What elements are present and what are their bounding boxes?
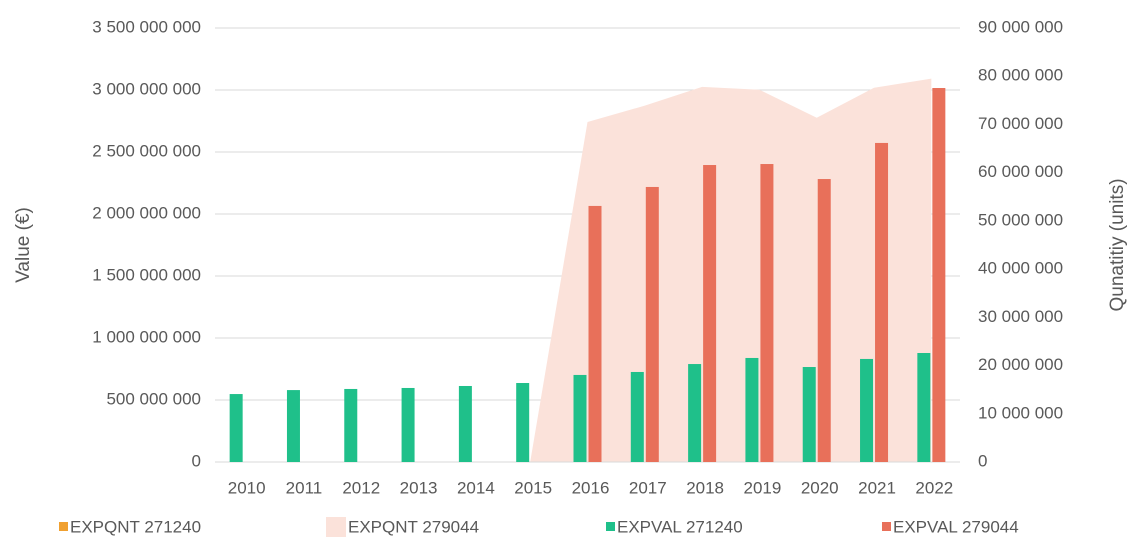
area bbox=[243, 78, 932, 462]
bar bbox=[802, 367, 816, 462]
bar bbox=[760, 164, 774, 462]
x-tick-label: 2010 bbox=[228, 478, 266, 497]
y2-tick-label: 20 000 000 bbox=[978, 355, 1063, 374]
y-tick-label: 3 000 000 000 bbox=[92, 79, 201, 98]
legend-label: EXPVAL 271240 bbox=[617, 517, 743, 536]
bar bbox=[286, 390, 300, 462]
bar bbox=[932, 88, 946, 463]
y2-tick-label: 70 000 000 bbox=[978, 114, 1063, 133]
bar bbox=[516, 383, 530, 462]
x-tick-label: 2012 bbox=[342, 478, 380, 497]
legend-swatch bbox=[59, 522, 68, 531]
bar bbox=[703, 165, 717, 462]
x-tick-label: 2015 bbox=[514, 478, 552, 497]
y-tick-label: 0 bbox=[192, 451, 201, 470]
x-tick-label: 2013 bbox=[400, 478, 438, 497]
bar bbox=[344, 388, 358, 462]
y2-tick-label: 90 000 000 bbox=[978, 17, 1063, 36]
y-tick-label: 2 000 000 000 bbox=[92, 203, 201, 222]
bar bbox=[917, 353, 931, 462]
bar bbox=[630, 371, 644, 462]
y-tick-label: 1 000 000 000 bbox=[92, 327, 201, 346]
x-tick-label: 2016 bbox=[572, 478, 610, 497]
y-axis-title: Value (€) bbox=[13, 207, 34, 283]
bar bbox=[688, 364, 702, 462]
x-tick-label: 2014 bbox=[457, 478, 495, 497]
bar bbox=[401, 387, 415, 462]
x-tick-label: 2021 bbox=[858, 478, 896, 497]
bar bbox=[817, 179, 831, 463]
y2-tick-label: 60 000 000 bbox=[978, 162, 1063, 181]
x-tick-label: 2020 bbox=[801, 478, 839, 497]
y-tick-label: 1 500 000 000 bbox=[92, 265, 201, 284]
bar bbox=[745, 357, 759, 462]
x-tick-label: 2017 bbox=[629, 478, 667, 497]
legend-swatch bbox=[882, 522, 891, 531]
y-tick-label: 2 500 000 000 bbox=[92, 141, 201, 160]
bar bbox=[860, 358, 874, 462]
y2-axis-title: Qunatitiy (units) bbox=[1107, 178, 1128, 311]
x-tick-label: 2018 bbox=[686, 478, 724, 497]
legend-label: EXPQNT 271240 bbox=[70, 517, 201, 536]
y2-tick-label: 30 000 000 bbox=[978, 307, 1063, 326]
x-tick-label: 2011 bbox=[286, 478, 323, 497]
bar bbox=[588, 205, 602, 462]
legend-swatch bbox=[326, 517, 346, 537]
y2-tick-label: 80 000 000 bbox=[978, 66, 1063, 85]
legend-label: EXPQNT 279044 bbox=[348, 517, 479, 536]
x-tick-label: 2022 bbox=[915, 478, 953, 497]
y2-tick-label: 10 000 000 bbox=[978, 403, 1063, 422]
y2-tick-label: 40 000 000 bbox=[978, 259, 1063, 278]
legend-label: EXPVAL 279044 bbox=[893, 517, 1019, 536]
bar bbox=[229, 394, 243, 462]
y2-tick-label: 0 bbox=[978, 451, 987, 470]
bar bbox=[458, 385, 472, 462]
y2-tick-label: 50 000 000 bbox=[978, 210, 1063, 229]
legend-swatch bbox=[606, 522, 615, 531]
y-tick-label: 3 500 000 000 bbox=[92, 17, 201, 36]
x-tick-label: 2019 bbox=[744, 478, 782, 497]
bar bbox=[645, 186, 659, 462]
bar bbox=[875, 142, 889, 462]
y-tick-label: 500 000 000 bbox=[106, 389, 201, 408]
bar bbox=[573, 374, 587, 462]
